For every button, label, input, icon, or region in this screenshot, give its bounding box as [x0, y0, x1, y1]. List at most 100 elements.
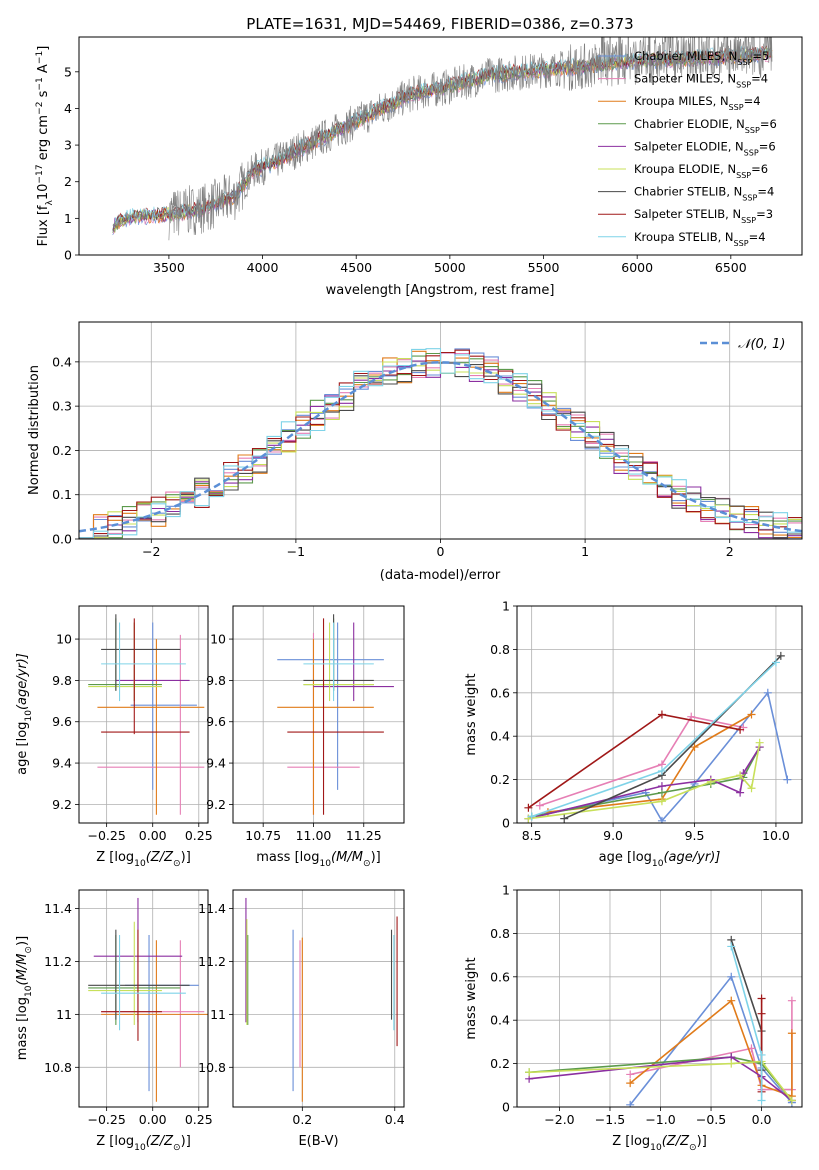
- series-point: [727, 996, 736, 1005]
- legend-label: Chabrier MILES, NSSP=5: [634, 49, 769, 67]
- series-salpeter-miles: [535, 712, 748, 810]
- mass-vs-ebv-plot: [245, 897, 398, 1102]
- legend-label-part: =4: [744, 94, 761, 108]
- spectrum-xtick-label: 5500: [528, 260, 560, 275]
- series-line: [629, 975, 793, 1106]
- massweight-vs-Z-ytick-label: 0.8: [490, 926, 510, 941]
- age-vs-Z-ytick-label: 9.4: [52, 756, 72, 771]
- series-point: [524, 803, 533, 812]
- series-point: [757, 994, 766, 1003]
- series-point: [657, 797, 666, 806]
- massweight-vs-age-axes: 8.5 9.0 9.5 10.0 0 0.2 0.4 0.6 0.8 1 age [log10(ag…: [464, 599, 803, 869]
- age-vs-mass-xlabel-part: ⊙: [363, 859, 371, 869]
- residuals-xtick-label: 0: [437, 544, 445, 559]
- series-point: [527, 812, 536, 821]
- errorbar-kroupa-stelib: [303, 622, 374, 702]
- legend-label-part: SSP: [744, 148, 759, 157]
- massweight-vs-age-xtick-label: 9.0: [603, 828, 623, 843]
- age-vs-Z-ylabel: age [log10(age/yr)]: [15, 653, 34, 775]
- age-vs-Z-ylabel-part: age [log: [15, 722, 30, 775]
- age-vs-Z-plot: [88, 614, 205, 815]
- legend-label-part: SSP: [734, 238, 749, 247]
- legend-label-part: Kroupa MILES, N: [634, 94, 729, 108]
- age-vs-Z-xtick-label: 0.00: [139, 828, 167, 843]
- massweight-vs-age-ytick-label: 0: [502, 816, 510, 831]
- series-point: [626, 1070, 635, 1079]
- massweight-vs-Z-axes: −2.0 −1.5 −1.0 −0.5 0.0 0 0.2 0.4 0.6 0.8 1 Z [log1…: [464, 883, 803, 1153]
- mass-vs-Z-ytick-label: 11.4: [44, 901, 72, 916]
- mass-vs-Z-ytick-label: 11.2: [44, 954, 72, 969]
- age-vs-Z-ytick-label: 10: [56, 632, 72, 647]
- series-point: [757, 1050, 766, 1059]
- massweight-vs-Z-plot: [525, 935, 796, 1107]
- gaussian-curve: [79, 361, 802, 533]
- age-vs-Z-ylabel-part: (age/yr)]: [15, 653, 30, 710]
- age-vs-Z-ytick-label: 9.2: [52, 797, 72, 812]
- spectrum-ylabel-part: erg cm: [36, 115, 51, 164]
- series-point: [757, 1096, 766, 1105]
- spectrum-xtick-label: 5000: [434, 260, 466, 275]
- legend-label-part: =4: [751, 72, 768, 86]
- legend-label: Kroupa MILES, NSSP=4: [634, 94, 761, 112]
- spectrum-ylabel-part: −17: [35, 164, 45, 183]
- legend-label-part: Salpeter MILES, N: [634, 72, 736, 86]
- axes-frame: [78, 321, 803, 540]
- errorbar-chabrier-stelib: [88, 929, 190, 1020]
- mass-vs-Z-xlabel-part: Z [log: [96, 1134, 134, 1149]
- massweight-vs-Z-xtick-label: −2.0: [544, 1112, 574, 1127]
- spectrum-ylabel-part: 10: [36, 184, 51, 201]
- spectrum-xtick-label: 4500: [340, 260, 372, 275]
- legend-label: Chabrier ELODIE, NSSP=6: [634, 117, 777, 135]
- massweight-vs-Z-xtick-label: 0.0: [752, 1112, 772, 1127]
- residuals-ylabel: Normed distribution: [27, 365, 42, 495]
- series-point: [727, 942, 736, 951]
- mass-vs-Z-ylabel: mass [log10(M/M⊙)]: [15, 936, 34, 1060]
- mass-vs-Z-ytick-label: 11: [56, 1007, 72, 1022]
- age-vs-mass-ytick-label: 9.6: [206, 714, 226, 729]
- massweight-vs-age-xlabel-part: 10: [652, 859, 664, 869]
- series-point: [787, 996, 796, 1005]
- series-point: [747, 710, 756, 719]
- massweight-vs-age-ytick-label: 0.2: [490, 772, 510, 787]
- legend-label-part: =3: [756, 207, 773, 221]
- mass-vs-ebv-ytick-label: 11.4: [198, 901, 226, 916]
- series-point: [757, 1009, 766, 1018]
- series-point: [787, 1029, 796, 1038]
- series-line: [547, 713, 752, 813]
- residuals-xlabel: (data-model)/error: [380, 568, 501, 583]
- axes-frame: [232, 605, 405, 824]
- massweight-vs-age-xlabel-part: (age/yr)]: [663, 850, 720, 865]
- spectrum-ylabel-part: Flux [f: [36, 205, 51, 246]
- spectrum-ytick-label: 2: [64, 174, 72, 189]
- residuals-xtick-label: 1: [581, 544, 589, 559]
- residuals-ytick-label: 0.0: [52, 532, 72, 547]
- massweight-vs-Z-ytick-label: 0.6: [490, 969, 510, 984]
- legend-label-part: Kroupa ELODIE, N: [634, 162, 736, 176]
- legend-label: Salpeter MILES, NSSP=4: [634, 72, 768, 90]
- spectrum-data-line-blue: [112, 211, 173, 228]
- spectrum-xlabel: wavelength [Angstrom, rest frame]: [326, 283, 555, 298]
- massweight-vs-age-ytick-label: 0.8: [490, 642, 510, 657]
- series-point: [787, 1096, 796, 1105]
- age-vs-Z-xlabel-part: )]: [181, 850, 191, 865]
- mass-vs-ebv-xtick-label: 0.4: [385, 1112, 405, 1127]
- mass-vs-ebv-xlabel: E(B-V): [298, 1134, 338, 1149]
- errorbar-kroupa-stelib: [101, 934, 186, 1031]
- legend-label-part: SSP: [745, 125, 760, 134]
- series-point: [727, 1059, 736, 1068]
- series-line: [528, 746, 761, 820]
- age-vs-Z-xlabel-part: ⊙: [173, 859, 181, 869]
- errorbar-salpeter-elodie: [313, 622, 394, 702]
- age-vs-mass-ytick-label: 9.2: [206, 797, 226, 812]
- errorbar-kroupa-stelib: [101, 622, 186, 702]
- spectrum-ytick-label: 1: [64, 211, 72, 226]
- mass-vs-Z-ylabel-part: )]: [15, 936, 30, 946]
- massweight-vs-Z-xtick-label: −1.0: [645, 1112, 675, 1127]
- massweight-vs-age-ytick-label: 0.4: [490, 729, 510, 744]
- legend-label-part: =6: [760, 117, 777, 131]
- age-vs-mass-xlabel-part: 10: [319, 859, 331, 869]
- massweight-vs-Z-xtick-label: −0.5: [696, 1112, 726, 1127]
- mass-vs-Z-ylabel-part: (M/M: [15, 954, 30, 986]
